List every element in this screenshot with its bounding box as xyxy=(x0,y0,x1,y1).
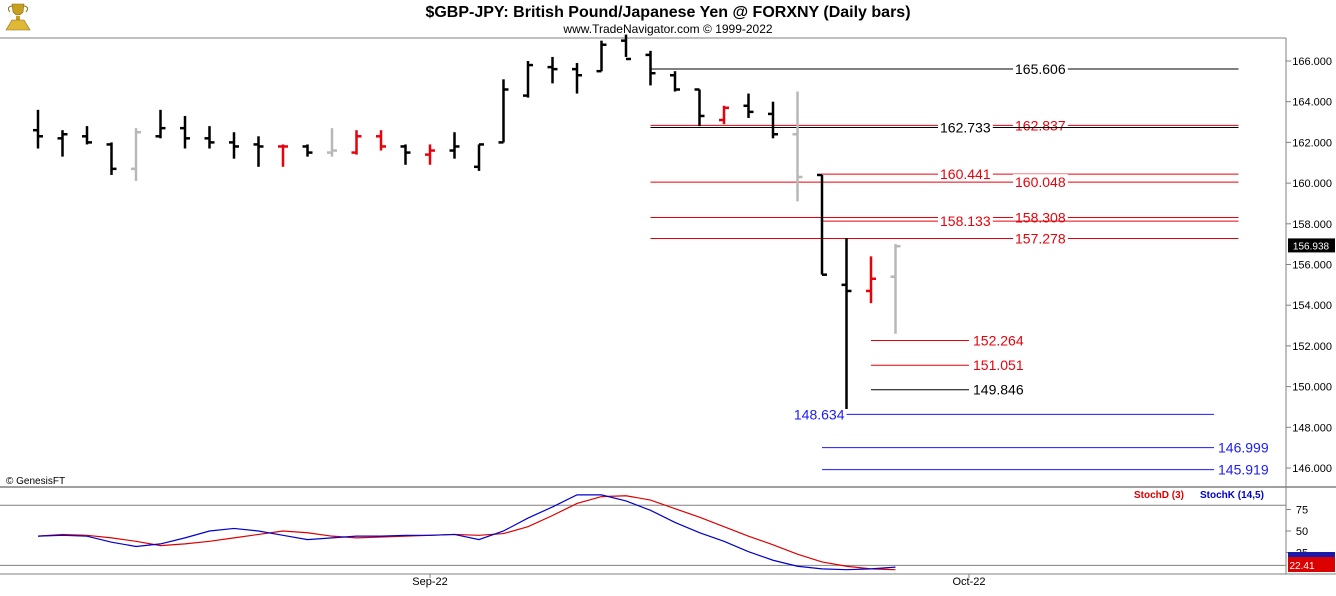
price-level-label: 162.837 xyxy=(1015,117,1066,133)
ohlc-bar xyxy=(229,132,239,159)
ohlc-bar xyxy=(498,79,509,144)
price-levels: 165.606 162.837 162.733 160.441 160.048 158.3… xyxy=(650,61,1269,478)
price-level-label: 152.264 xyxy=(973,333,1024,349)
price-level-label: 151.051 xyxy=(973,357,1024,373)
price-axis-tick-label: 146.000 xyxy=(1292,463,1332,475)
ohlc-bar xyxy=(302,144,313,157)
price-axis-tick-label: 154.000 xyxy=(1292,300,1332,312)
stoch-k-line xyxy=(37,494,896,571)
ohlc-bar xyxy=(719,105,729,125)
price-level-label: 157.278 xyxy=(1015,230,1066,246)
price-axis-tick-label: 152.000 xyxy=(1292,341,1332,353)
ohlc-bar xyxy=(106,142,117,175)
last-price-marker: 156.938 xyxy=(1288,238,1335,253)
price-level-label: 148.634 xyxy=(794,406,845,422)
price-axis: 146.000 148.000 150.000 152.000 154.000 156.0… xyxy=(1286,56,1332,475)
price-axis-tick-label: 148.000 xyxy=(1292,422,1332,434)
price-axis-tick-label: 162.000 xyxy=(1292,137,1332,149)
last-price-label: 156.938 xyxy=(1293,241,1330,252)
ohlc-bar xyxy=(743,93,754,118)
price-level-label-bg xyxy=(1013,117,1068,134)
price-axis-tick-label: 156.000 xyxy=(1292,260,1332,272)
ohlc-bar xyxy=(547,56,558,84)
price-level-label-bg xyxy=(1013,174,1068,191)
price-level-label: 160.048 xyxy=(1015,174,1066,190)
chart-title: $GBP-JPY: British Pound/Japanese Yen @ F… xyxy=(425,4,910,21)
ohlc-bar xyxy=(180,115,190,149)
stoch-d-line xyxy=(37,495,896,571)
ohlc-bar xyxy=(645,50,656,86)
price-level-label: 158.308 xyxy=(1015,210,1066,226)
ohlc-bar xyxy=(694,88,705,127)
ohlc-bar xyxy=(425,144,435,165)
price-axis-tick-label: 166.000 xyxy=(1292,56,1332,68)
chart-subtitle: www.TradeNavigator.com © 1999-2022 xyxy=(562,22,772,36)
ohlc-bar xyxy=(768,101,778,139)
ohlc-bar xyxy=(792,91,803,202)
date-axis: Sep-22 Oct-22 xyxy=(412,574,986,588)
price-level-label-bg xyxy=(938,166,993,183)
ohlc-bar xyxy=(841,238,852,409)
price-level-label: 158.133 xyxy=(940,213,991,229)
stoch-last-box-cap xyxy=(1288,552,1335,557)
trophy-logo-icon xyxy=(5,3,31,31)
price-level-label-bg xyxy=(938,213,993,230)
stoch-axis-tick-label: 50 xyxy=(1296,526,1308,538)
stoch-last-box xyxy=(1288,557,1335,572)
ohlc-bar xyxy=(155,109,166,139)
ohlc-bar xyxy=(449,132,460,159)
ohlc-bar xyxy=(351,130,362,155)
ohlc-bar xyxy=(57,130,68,157)
price-level-label: 165.606 xyxy=(1015,61,1066,77)
stochastic-lines: 22.41 xyxy=(37,494,1335,572)
stoch-axis-tick-label: 75 xyxy=(1296,505,1308,517)
ohlc-bar xyxy=(890,244,901,334)
ohlc-bar xyxy=(670,71,680,92)
price-axis-tick-label: 160.000 xyxy=(1292,178,1332,190)
ohlc-bar xyxy=(523,61,533,98)
ohlc-bar xyxy=(131,128,141,182)
price-level-label: 149.846 xyxy=(973,382,1024,398)
ohlc-bar xyxy=(817,173,827,276)
price-level-label: 146.999 xyxy=(1218,440,1269,456)
date-axis-tick-label: Oct-22 xyxy=(952,576,985,588)
price-level-label-bg xyxy=(1013,230,1068,247)
date-axis-tick-label: Sep-22 xyxy=(412,576,447,588)
price-axis-tick-label: 164.000 xyxy=(1292,97,1332,109)
price-level-label-bg xyxy=(1013,61,1068,78)
ohlc-bar xyxy=(82,126,92,145)
ohlc-bar xyxy=(474,143,484,171)
ohlc-bar xyxy=(278,144,288,167)
ohlc-bar xyxy=(572,63,582,94)
stoch-last-value: 22.41 xyxy=(1289,561,1314,572)
ohlc-bar xyxy=(866,256,876,304)
price-level-label: 162.733 xyxy=(940,119,991,135)
ohlc-bar xyxy=(253,136,264,167)
price-axis-tick-label: 150.000 xyxy=(1292,382,1332,394)
ohlc-bar xyxy=(596,40,607,73)
ohlc-bar xyxy=(204,126,215,149)
price-level-label: 145.919 xyxy=(1218,462,1269,478)
price-axis-tick-label: 158.000 xyxy=(1292,219,1332,231)
ohlc-bar xyxy=(327,128,337,157)
last-price-box xyxy=(1288,238,1335,253)
price-level-label: 160.441 xyxy=(940,166,991,182)
ohlc-bar xyxy=(621,34,631,61)
ohlc-bar xyxy=(400,144,411,165)
ohlc-bar xyxy=(376,130,386,151)
legend-stoch-k: StochK (14,5) xyxy=(1200,490,1264,501)
stochastic-legend: StochD (3) StochK (14,5) xyxy=(1134,490,1264,501)
ohlc-bars xyxy=(33,34,901,409)
copyright-label: © GenesisFT xyxy=(6,476,65,487)
ohlc-bar xyxy=(33,109,43,149)
legend-stoch-d: StochD (3) xyxy=(1134,490,1184,501)
price-level-label-bg xyxy=(938,119,993,136)
